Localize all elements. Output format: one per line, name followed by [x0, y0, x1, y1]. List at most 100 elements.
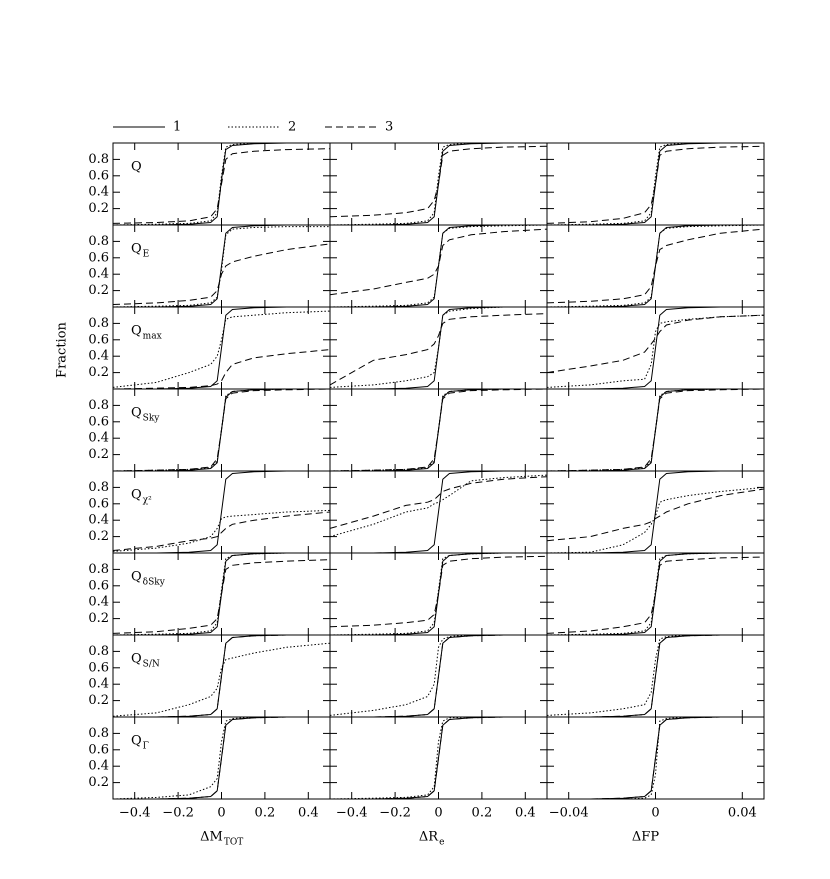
cdf-line [113, 716, 330, 800]
cdf-line [329, 388, 548, 472]
cdf-line [113, 716, 330, 800]
y-tick-label: 0.8 [88, 316, 109, 331]
cdf-line [112, 148, 331, 224]
y-tick-label: 0.4 [88, 431, 109, 446]
row-label: Q [131, 324, 142, 339]
cdf-line [329, 555, 548, 628]
x-tick-label: −0.4 [119, 806, 151, 821]
row-label-sub: Γ [143, 742, 149, 752]
legend-label: 3 [385, 120, 393, 135]
row-label: Q [131, 488, 142, 503]
cdf-line [112, 388, 330, 472]
y-tick-label: 0.4 [88, 267, 109, 282]
y-tick-label: 0.6 [88, 742, 109, 757]
y-tick-label: 0.8 [88, 398, 109, 413]
cdf-line [330, 306, 547, 390]
cdf-line [329, 142, 547, 226]
row-label-sub: χ² [143, 496, 152, 506]
cdf-line [113, 306, 330, 390]
cdf-line [546, 314, 765, 374]
cdf-line [112, 509, 331, 552]
x-tick-label: −0.04 [549, 806, 589, 821]
y-tick-label: 0.2 [88, 611, 109, 626]
legend-label: 2 [288, 120, 296, 135]
cdf-line [112, 243, 331, 305]
cdf-line [547, 634, 764, 718]
cdf-line [112, 552, 330, 636]
x-axis-label-sub: TOT [224, 838, 243, 848]
y-axis-label: Fraction [55, 321, 70, 377]
row-label-sub: E [143, 250, 150, 260]
y-tick-label: 0.8 [88, 480, 109, 495]
y-tick-label: 0.4 [88, 759, 109, 774]
y-tick-label: 0.4 [88, 595, 109, 610]
x-tick-label: −0.4 [336, 806, 368, 821]
row-label: Q [131, 242, 142, 257]
cdf-line [546, 556, 765, 634]
cdf-line [112, 559, 331, 634]
y-tick-label: 0.8 [88, 562, 109, 577]
y-tick-label: 0.6 [88, 332, 109, 347]
y-tick-label: 0.6 [88, 496, 109, 511]
row-label-sub: S/N [143, 660, 160, 670]
x-tick-label: 0 [217, 806, 225, 821]
cdf-line [113, 634, 330, 718]
legend-label: 1 [173, 120, 181, 135]
row-label-sub: δSky [143, 578, 166, 588]
cdf-line [546, 388, 765, 472]
cdf-line [547, 552, 764, 636]
row-label-sub: max [143, 332, 162, 342]
x-tick-label: 0.4 [515, 806, 536, 821]
y-tick-label: 0.4 [88, 185, 109, 200]
x-tick-label: −0.2 [379, 806, 411, 821]
cdf-line [112, 142, 330, 226]
x-tick-label: −0.2 [162, 806, 194, 821]
cdf-line [546, 486, 765, 554]
y-tick-label: 0.8 [88, 644, 109, 659]
x-tick-label: 0.04 [728, 806, 757, 821]
x-axis-label: ΔFP [632, 830, 659, 845]
cdf-line [112, 716, 330, 800]
y-tick-label: 0.8 [88, 152, 109, 167]
cdf-line [329, 145, 548, 218]
y-tick-label: 0.2 [88, 693, 109, 708]
cdf-line [329, 313, 548, 386]
cdf-line [113, 224, 330, 308]
cdf-line [112, 511, 331, 551]
row-label: Q [131, 652, 142, 667]
cdf-line [546, 228, 765, 304]
y-tick-label: 0.6 [88, 250, 109, 265]
x-axis-label-sub: e [439, 838, 444, 848]
y-tick-label: 0.4 [88, 677, 109, 692]
y-tick-label: 0.2 [88, 365, 109, 380]
cdf-line [547, 306, 764, 390]
x-axis-label: ΔR [419, 830, 439, 845]
cdf-line [546, 552, 764, 636]
y-tick-label: 0.2 [88, 529, 109, 544]
x-tick-label: 0.4 [298, 806, 319, 821]
cdf-line [546, 314, 765, 388]
cdf-line [329, 634, 547, 716]
x-tick-label: 0.2 [255, 806, 276, 821]
cdf-line [113, 634, 330, 718]
x-tick-label: 0.2 [472, 806, 493, 821]
x-axis-label: ΔM [200, 830, 223, 845]
y-tick-label: 0.4 [88, 349, 109, 364]
cdf-line [547, 634, 764, 718]
cdf-line [329, 474, 548, 538]
cdf-line [329, 716, 547, 800]
row-label: Q [131, 570, 142, 585]
cdf-line [546, 145, 765, 224]
y-tick-label: 0.6 [88, 660, 109, 675]
cdf-line [112, 388, 331, 472]
cdf-line [546, 488, 765, 542]
y-tick-label: 0.8 [88, 726, 109, 741]
y-tick-label: 0.4 [88, 513, 109, 528]
cdf-line [330, 716, 547, 800]
y-tick-label: 0.2 [88, 201, 109, 216]
cdf-line [329, 552, 547, 636]
cdf-line [330, 470, 547, 554]
x-tick-label: 0 [434, 806, 442, 821]
row-label-sub: Sky [143, 414, 161, 424]
